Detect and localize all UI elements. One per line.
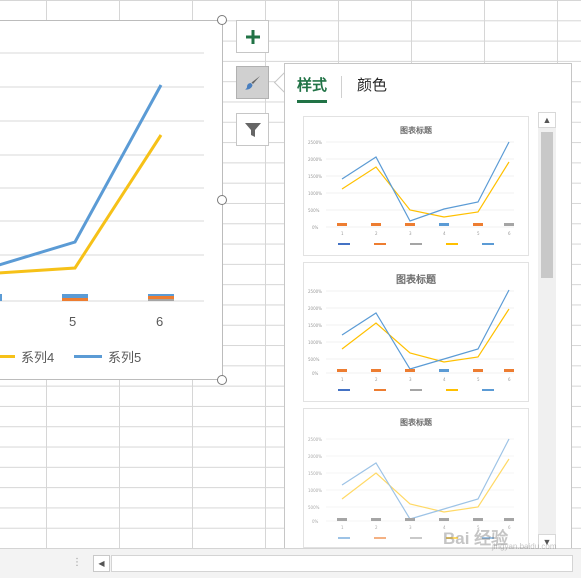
series-line-blue — [0, 84, 163, 267]
style-thumbnail-3[interactable]: 图表标题 2500% 2000% 1500% 1000% 500% 0% — [303, 408, 529, 548]
bar-group-5 — [62, 294, 88, 301]
x-tick-label-6: 6 — [156, 314, 164, 329]
svg-text:2: 2 — [375, 377, 378, 382]
thumbnail-chart: 2500% 2000% 1500% 1000% 500% 0% 1 2 3 4 5 6 — [308, 289, 514, 391]
svg-text:0%: 0% — [312, 371, 319, 376]
chart-filters-button[interactable] — [236, 113, 269, 146]
svg-text:2000%: 2000% — [308, 306, 322, 311]
chart-plot — [0, 52, 204, 302]
scroll-thumb[interactable] — [541, 132, 553, 278]
resize-handle-right[interactable] — [217, 195, 227, 205]
bar-group-6 — [148, 294, 174, 301]
chart-gridlines — [0, 52, 204, 302]
x-tick-label-5: 5 — [69, 314, 77, 329]
scroll-up-arrow[interactable]: ▲ — [538, 112, 556, 128]
scroll-left-arrow[interactable]: ◀ — [93, 555, 110, 572]
chart-elements-button[interactable] — [236, 20, 269, 53]
svg-text:4: 4 — [443, 377, 446, 382]
thumbnail-title: 图表标题 — [400, 126, 432, 135]
legend-label: 系列4 — [21, 350, 55, 365]
style-thumbnail-2[interactable]: 图表标题 2500% 2000% 1500% 1000% 500% 0% — [303, 262, 529, 402]
funnel-icon — [244, 122, 261, 137]
thumbnail-chart: 2500% 2000% 1500% 1000% 500% 0% 1 2 3 4 5 6 — [308, 140, 514, 245]
chart-styles-button[interactable] — [236, 66, 269, 99]
svg-text:2: 2 — [375, 525, 378, 530]
thumbnail-chart: 2500% 2000% 1500% 1000% 500% 0% 1 2 3 4 5 6 — [308, 437, 514, 539]
brush-icon — [244, 75, 260, 90]
svg-text:5: 5 — [477, 525, 480, 530]
svg-text:4: 4 — [443, 231, 446, 236]
legend-swatch-yellow — [0, 355, 15, 358]
thumbnail-title: 图表标题 — [396, 275, 436, 286]
style-thumbnail-1[interactable]: 图表标题 2500% 2000% 1500% 1000% 500% 0% — [303, 116, 529, 256]
tab-color[interactable]: 颜色 — [357, 77, 388, 94]
svg-text:2: 2 — [375, 231, 378, 236]
svg-text:3: 3 — [409, 525, 412, 530]
svg-text:1500%: 1500% — [308, 174, 322, 179]
svg-text:1: 1 — [341, 525, 344, 530]
svg-text:0%: 0% — [312, 519, 319, 524]
legend-entry-series4[interactable]: 系列4 — [0, 347, 54, 366]
svg-text:1500%: 1500% — [308, 471, 322, 476]
svg-text:5: 5 — [477, 231, 480, 236]
horizontal-scroll-track[interactable] — [111, 555, 573, 572]
horizontal-scrollbar-area: ⋮ ◀ — [0, 548, 581, 578]
svg-text:1000%: 1000% — [308, 488, 322, 493]
svg-text:1: 1 — [341, 231, 344, 236]
svg-text:1500%: 1500% — [308, 323, 322, 328]
resize-handle-bottom-right[interactable] — [217, 375, 227, 385]
svg-text:0%: 0% — [312, 225, 319, 230]
series-line-yellow — [0, 134, 163, 275]
svg-text:500%: 500% — [308, 505, 320, 510]
svg-text:1: 1 — [341, 377, 344, 382]
svg-text:2500%: 2500% — [308, 437, 322, 442]
watermark: Bai 经验 — [443, 529, 509, 548]
thumbnail-title: 图表标题 — [400, 418, 432, 427]
style-gallery: 图表标题 2500% 2000% 1500% 1000% 500% 0% — [301, 112, 537, 548]
gallery-scrollbar[interactable]: ▲ ▼ — [538, 112, 556, 550]
bar-partial — [0, 294, 2, 301]
plus-icon — [245, 29, 260, 44]
svg-text:6: 6 — [508, 377, 511, 382]
svg-text:4: 4 — [443, 525, 446, 530]
watermark-url: jingyan.baidu.com — [492, 542, 557, 551]
svg-text:500%: 500% — [308, 357, 320, 362]
legend-entry-series5[interactable]: 系列5 — [74, 347, 141, 366]
tab-style[interactable]: 样式 — [297, 74, 328, 103]
resize-grip-icon[interactable]: ⋮ — [72, 557, 82, 568]
svg-text:500%: 500% — [308, 208, 320, 213]
legend-swatch-blue — [74, 355, 102, 358]
resize-handle-top-right[interactable] — [217, 15, 227, 25]
svg-text:2500%: 2500% — [308, 289, 322, 294]
svg-text:6: 6 — [508, 231, 511, 236]
tab-divider — [341, 76, 342, 98]
svg-text:1000%: 1000% — [308, 340, 322, 345]
svg-text:1000%: 1000% — [308, 191, 322, 196]
chart-area[interactable]: 5 6 系列4 系列5 — [0, 20, 223, 380]
svg-text:5: 5 — [477, 377, 480, 382]
svg-text:3: 3 — [409, 231, 412, 236]
svg-text:2500%: 2500% — [308, 140, 322, 145]
svg-text:6: 6 — [508, 525, 511, 530]
svg-text:2000%: 2000% — [308, 454, 322, 459]
chart-styles-pane: 样式 颜色 图表标题 2500% 2000% 1500% 1000% 500% 0% — [284, 63, 572, 557]
legend-label: 系列5 — [108, 350, 142, 365]
svg-text:2000%: 2000% — [308, 157, 322, 162]
svg-text:3: 3 — [409, 377, 412, 382]
